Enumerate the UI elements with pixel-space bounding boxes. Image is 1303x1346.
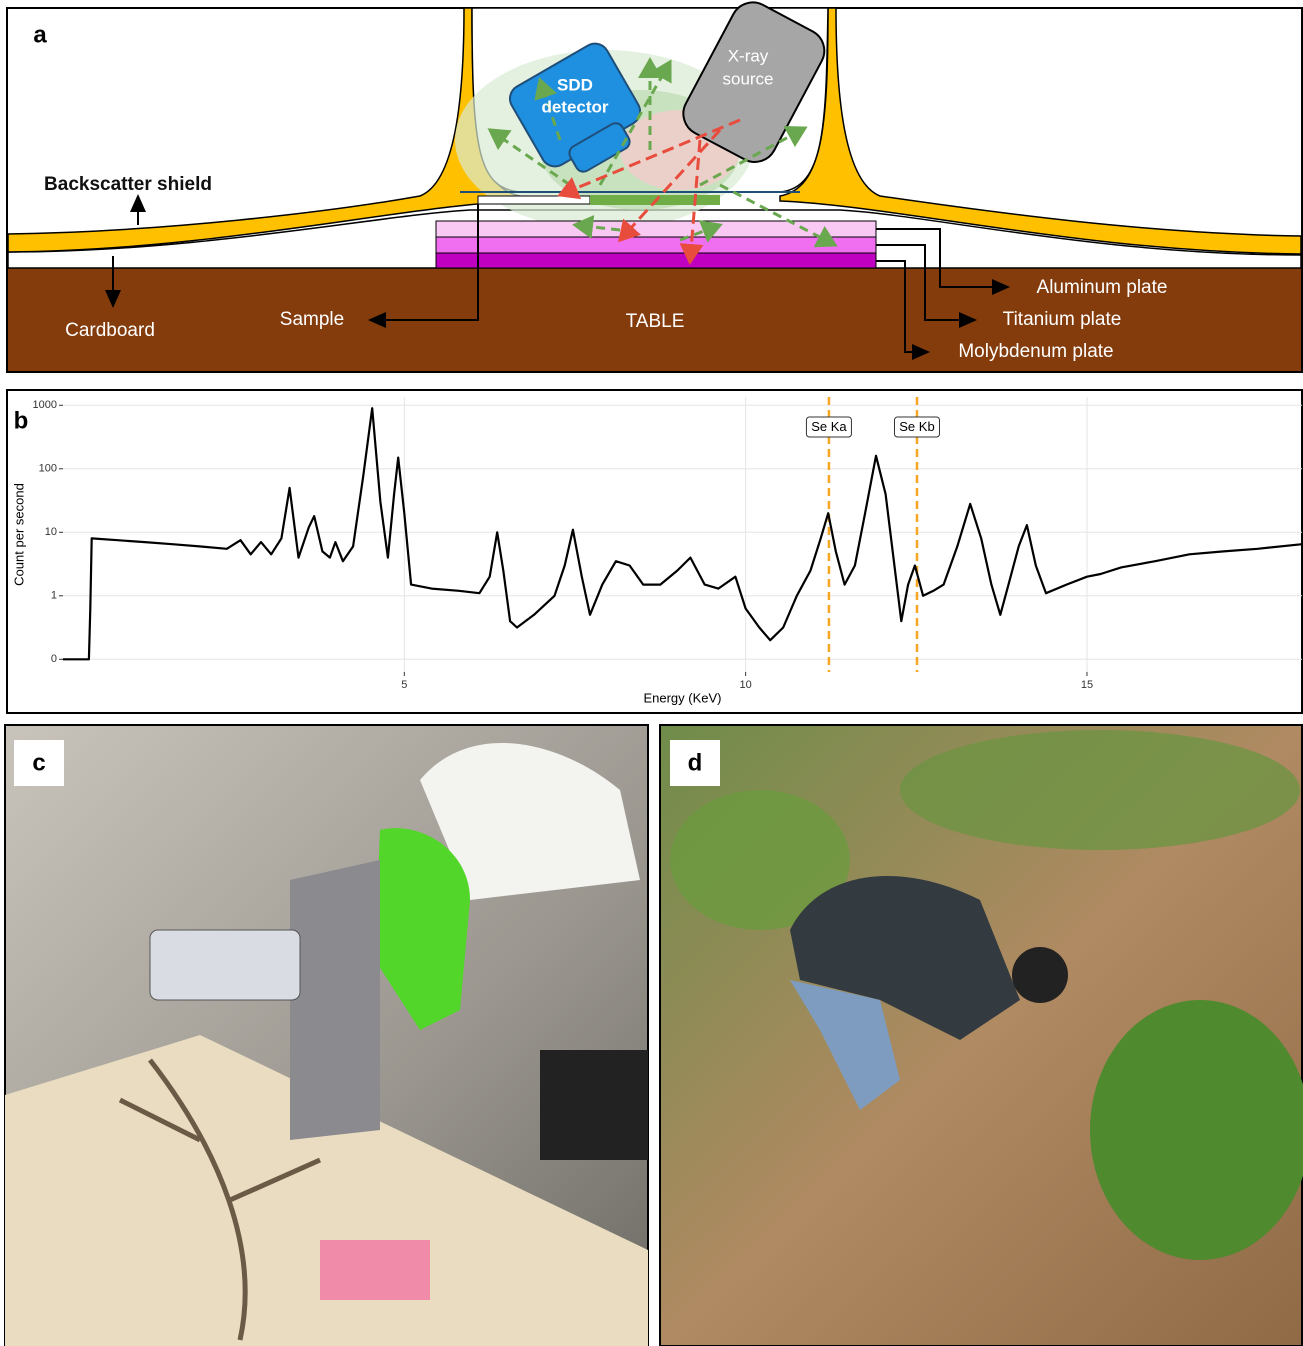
label: Backscatter shield xyxy=(44,174,212,195)
y-tick-label: 10 xyxy=(45,526,57,538)
y-tick-label: 1000 xyxy=(33,399,57,411)
x-tick-label: 5 xyxy=(401,679,407,691)
table xyxy=(8,268,1301,371)
molybdenum-plate xyxy=(435,252,877,269)
panel-c: c xyxy=(4,724,649,1346)
label-box xyxy=(14,740,64,786)
label: Molybdenum plate xyxy=(958,341,1113,362)
titanium-plate xyxy=(435,236,877,254)
y-tick-label: 0 xyxy=(51,653,57,665)
x-tick-label: 10 xyxy=(740,679,752,691)
panel-label: d xyxy=(688,749,703,776)
sdd-detector xyxy=(508,42,642,173)
person xyxy=(790,980,900,1110)
x-axis-title: Energy (KeV) xyxy=(643,690,721,705)
specimen xyxy=(118,1058,322,1341)
marker-label-box xyxy=(893,416,940,438)
label: detector xyxy=(541,97,608,116)
person xyxy=(790,876,1020,1040)
vegetation xyxy=(670,790,850,930)
vegetation xyxy=(1090,1000,1303,1260)
panel-d: d xyxy=(659,724,1303,1346)
marker-label-box xyxy=(805,416,852,438)
label: Aluminum plate xyxy=(1037,277,1168,298)
spectrum-line xyxy=(63,407,1303,661)
analyzer xyxy=(290,860,380,1140)
head xyxy=(1012,947,1068,1003)
label: SDD xyxy=(557,75,593,94)
device xyxy=(540,1050,648,1160)
xray-source xyxy=(682,1,826,163)
aluminum-plate xyxy=(435,220,877,238)
y-axis-title: Count per second xyxy=(11,483,26,586)
marker-label: Se Kb xyxy=(899,419,934,434)
label: Sample xyxy=(280,309,344,330)
label: source xyxy=(722,69,773,88)
sleeve xyxy=(420,742,640,900)
leaders xyxy=(105,194,1010,360)
glove xyxy=(375,828,470,1030)
panel-b: b 0 1 10 100 1000 5 10 15 Energy (KeV) Count per … xyxy=(6,389,1303,714)
y-tick-label: 100 xyxy=(39,463,57,475)
panel-frame xyxy=(6,389,1303,714)
scatter-arrows xyxy=(487,57,838,248)
label: TABLE xyxy=(626,311,685,332)
label: X-ray xyxy=(728,46,769,65)
marker-label: Se Ka xyxy=(811,419,847,434)
type-label xyxy=(320,1240,430,1300)
screen xyxy=(149,929,301,1001)
panel-label: b xyxy=(14,407,29,434)
primary-arrows xyxy=(557,118,741,265)
label-box xyxy=(670,740,720,786)
label: Cardboard xyxy=(65,320,155,341)
panel-label: c xyxy=(32,749,45,776)
panel-label: a xyxy=(33,21,47,48)
sample-holder xyxy=(477,195,591,205)
panel-a: a SDD detector X-ray source Backscatter … xyxy=(6,1,1303,373)
y-tick-label: 1 xyxy=(51,590,57,602)
x-tick-label: 15 xyxy=(1081,679,1093,691)
vegetation xyxy=(900,730,1300,850)
herbarium-sheet xyxy=(5,1035,648,1346)
label: Titanium plate xyxy=(1003,309,1122,330)
